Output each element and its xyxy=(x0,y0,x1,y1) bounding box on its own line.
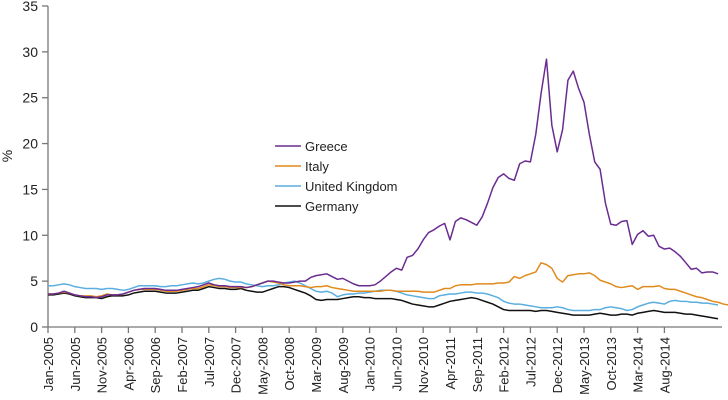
legend-item-greece: Greece xyxy=(275,139,348,154)
x-tick-label: Feb-2007 xyxy=(175,337,190,393)
y-axis-label: % xyxy=(0,150,15,162)
x-axis: Jan-2005 Jun-2005 Nov-2005 Apr-2006 Sep-2006… xyxy=(41,326,722,395)
x-tick-label: Aug-2014 xyxy=(657,337,672,393)
legend-label: Italy xyxy=(305,159,329,174)
x-tick-label: Apr-2011 xyxy=(443,337,458,390)
x-tick-label: Oct-2013 xyxy=(604,337,619,390)
y-tick-label: 10 xyxy=(22,227,38,243)
legend-item-italy: Italy xyxy=(275,159,329,174)
x-tick-label: Sep-2011 xyxy=(470,337,485,392)
legend-label: United Kingdom xyxy=(305,179,398,194)
legend-label: Germany xyxy=(305,199,359,214)
y-tick-label: 20 xyxy=(22,136,38,152)
x-tick-label: Mar-2014 xyxy=(631,337,646,393)
x-tick-label: Feb-2012 xyxy=(497,337,512,393)
x-tick-label: Jun-2005 xyxy=(68,337,83,391)
series-line-italy xyxy=(48,262,728,306)
y-tick-label: 35 xyxy=(22,0,38,14)
y-tick-label: 30 xyxy=(22,44,38,60)
x-tick-label: Oct-2008 xyxy=(282,337,297,390)
x-tick-label: Jan-2010 xyxy=(363,337,378,391)
y-tick-label: 0 xyxy=(30,319,38,335)
x-tick-label: Apr-2006 xyxy=(121,337,136,390)
series-line-united-kingdom xyxy=(48,277,719,312)
x-tick-label: Nov-2005 xyxy=(95,337,110,393)
legend-item-united-kingdom: United Kingdom xyxy=(275,179,398,194)
series-line-greece xyxy=(48,58,719,299)
y-tick-label: 25 xyxy=(22,90,38,106)
x-tick-label: Jul-2007 xyxy=(202,337,217,387)
legend-label: Greece xyxy=(305,139,348,154)
x-tick-label: Sep-2006 xyxy=(148,337,163,393)
x-tick-label: May-2013 xyxy=(577,337,592,395)
legend-item-germany: Germany xyxy=(275,199,359,214)
y-tick-label: 15 xyxy=(22,181,38,197)
x-tick-label: Nov-2010 xyxy=(416,337,431,393)
y-axis: 0 5 10 15 20 25 30 35 xyxy=(22,0,49,335)
x-tick-label: May-2008 xyxy=(255,337,270,395)
x-tick-label: Mar-2009 xyxy=(309,337,324,393)
x-tick-label: Jul-2012 xyxy=(523,337,538,387)
x-tick-label: Jun-2010 xyxy=(389,337,404,391)
series-layer xyxy=(48,58,728,320)
x-tick-label: Aug-2009 xyxy=(336,337,351,393)
x-tick-label: Jan-2005 xyxy=(41,337,56,391)
series-line-germany xyxy=(48,285,719,320)
y-tick-label: 5 xyxy=(30,273,38,289)
x-tick-label: Dec-2012 xyxy=(550,337,565,393)
x-tick-label: Dec-2007 xyxy=(229,337,244,393)
legend: Greece Italy United Kingdom Germany xyxy=(275,139,398,214)
